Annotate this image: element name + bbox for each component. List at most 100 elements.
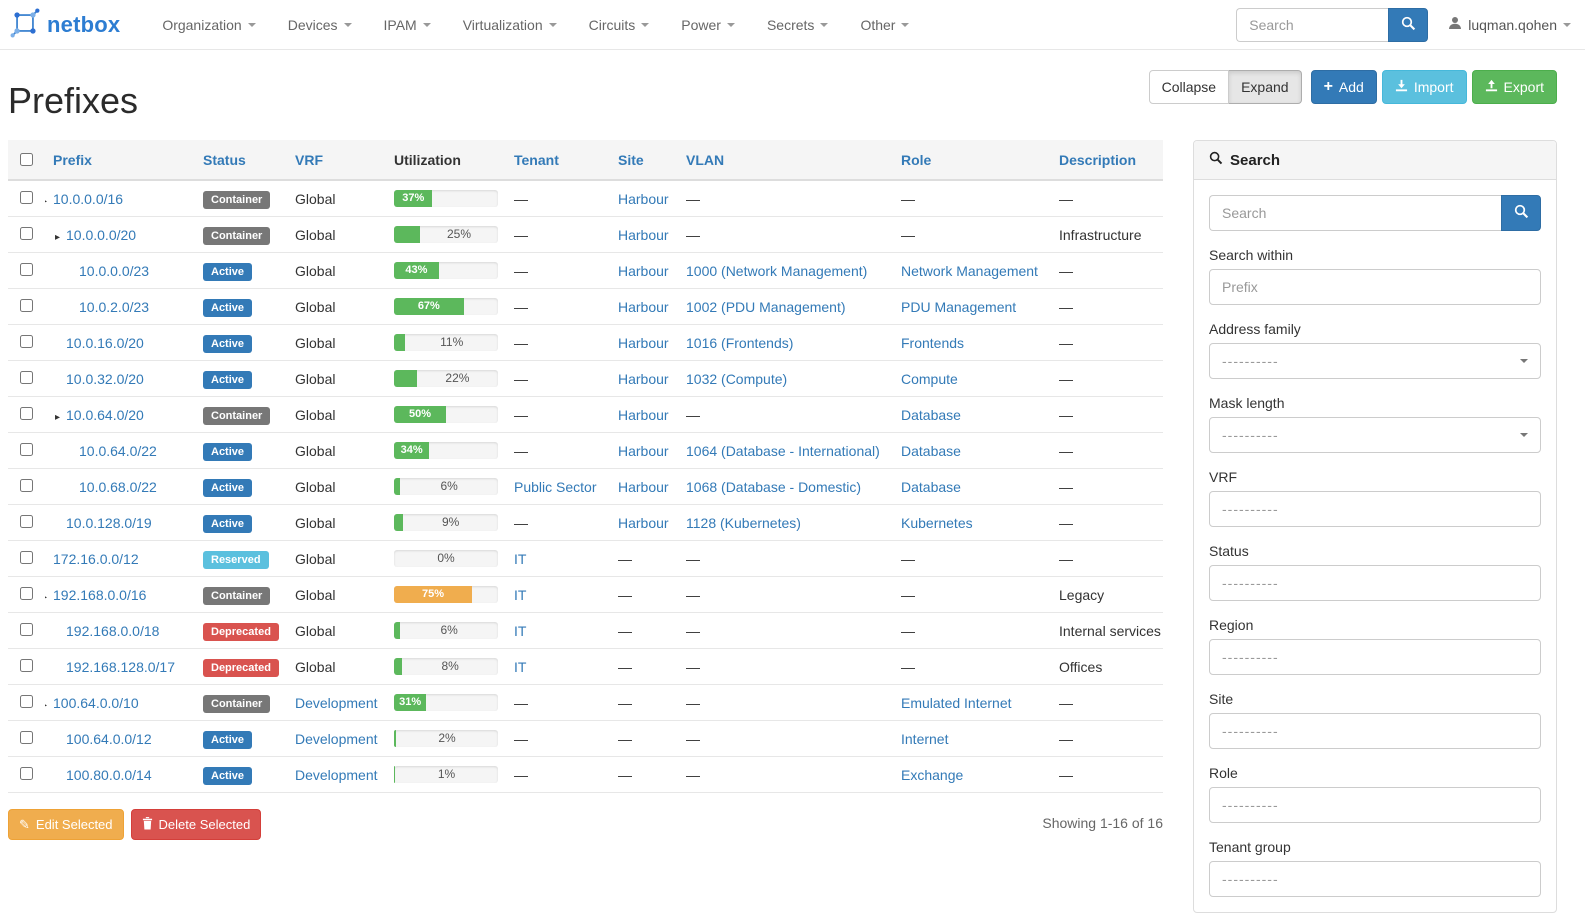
- add-button[interactable]: + Add: [1310, 70, 1377, 104]
- site-cell[interactable]: Harbour: [618, 298, 669, 315]
- site-cell[interactable]: Harbour: [618, 226, 669, 243]
- expand-button[interactable]: Expand: [1229, 70, 1302, 104]
- role-cell[interactable]: Database: [901, 442, 961, 459]
- site-cell[interactable]: Harbour: [618, 334, 669, 351]
- role-cell[interactable]: Exchange: [901, 766, 964, 783]
- filter-select-address-family[interactable]: ----------: [1209, 343, 1541, 379]
- tenant-cell[interactable]: IT: [514, 658, 527, 675]
- column-header-prefix[interactable]: Prefix: [45, 140, 195, 181]
- vlan-cell[interactable]: 1064 (Database - International): [686, 442, 880, 459]
- row-checkbox[interactable]: [20, 731, 33, 744]
- row-checkbox[interactable]: [20, 515, 33, 528]
- row-checkbox[interactable]: [20, 371, 33, 384]
- prefix-link[interactable]: 172.16.0.0/12: [53, 550, 139, 567]
- vlan-cell[interactable]: 1032 (Compute): [686, 370, 788, 387]
- netbox-logo[interactable]: netbox: [10, 8, 120, 41]
- expand-caret-icon[interactable]: ▸: [55, 411, 61, 423]
- site-cell[interactable]: Harbour: [618, 478, 669, 495]
- row-checkbox[interactable]: [20, 407, 33, 420]
- role-cell[interactable]: PDU Management: [901, 298, 1017, 315]
- row-checkbox[interactable]: [20, 587, 33, 600]
- prefix-link[interactable]: 192.168.128.0/17: [66, 658, 175, 675]
- nav-menu-devices[interactable]: Devices: [272, 0, 368, 50]
- tenant-cell[interactable]: IT: [514, 550, 527, 567]
- global-search-input[interactable]: [1236, 7, 1389, 42]
- filter-field-status[interactable]: ----------: [1209, 565, 1541, 601]
- select-all-checkbox[interactable]: [20, 153, 33, 166]
- user-menu[interactable]: luqman.qohen: [1448, 16, 1571, 33]
- import-button[interactable]: Import: [1381, 70, 1467, 104]
- role-cell[interactable]: Network Management: [901, 262, 1038, 279]
- filter-search-input[interactable]: [1209, 195, 1501, 231]
- prefix-link[interactable]: 10.0.32.0/20: [66, 370, 144, 387]
- role-cell[interactable]: Compute: [901, 370, 958, 387]
- row-checkbox[interactable]: [20, 659, 33, 672]
- expand-caret-icon[interactable]: ▸: [45, 192, 47, 212]
- prefix-link[interactable]: 10.0.128.0/19: [66, 514, 152, 531]
- row-checkbox[interactable]: [20, 695, 33, 708]
- column-header-site[interactable]: Site: [610, 140, 678, 181]
- filter-field-region[interactable]: ----------: [1209, 639, 1541, 675]
- filter-select-mask-length[interactable]: ----------: [1209, 417, 1541, 453]
- prefix-link[interactable]: 10.0.68.0/22: [79, 478, 157, 495]
- site-cell[interactable]: Harbour: [618, 514, 669, 531]
- site-cell[interactable]: Harbour: [618, 262, 669, 279]
- filter-field-tenant-group[interactable]: ----------: [1209, 861, 1541, 897]
- collapse-button[interactable]: Collapse: [1148, 70, 1230, 104]
- nav-menu-circuits[interactable]: Circuits: [573, 0, 666, 50]
- role-cell[interactable]: Kubernetes: [901, 514, 973, 531]
- row-checkbox[interactable]: [20, 227, 33, 240]
- column-header-vlan[interactable]: VLAN: [678, 140, 893, 181]
- prefix-link[interactable]: 100.64.0.0/12: [66, 730, 152, 747]
- role-cell[interactable]: Emulated Internet: [901, 694, 1012, 711]
- prefix-link[interactable]: 100.80.0.0/14: [66, 766, 152, 783]
- global-search-button[interactable]: [1388, 7, 1429, 42]
- row-checkbox[interactable]: [20, 191, 33, 204]
- tenant-cell[interactable]: IT: [514, 622, 527, 639]
- row-checkbox[interactable]: [20, 551, 33, 564]
- prefix-link[interactable]: 100.64.0.0/10: [53, 694, 139, 711]
- row-checkbox[interactable]: [20, 299, 33, 312]
- column-header-vrf[interactable]: VRF: [287, 140, 386, 181]
- site-cell[interactable]: Harbour: [618, 370, 669, 387]
- vlan-cell[interactable]: 1128 (Kubernetes): [686, 514, 801, 531]
- role-cell[interactable]: Internet: [901, 730, 949, 747]
- prefix-link[interactable]: 10.0.2.0/23: [79, 298, 150, 315]
- filter-field-vrf[interactable]: ----------: [1209, 491, 1541, 527]
- nav-menu-ipam[interactable]: IPAM: [368, 0, 447, 50]
- column-header-role[interactable]: Role: [893, 140, 1051, 181]
- nav-menu-virtualization[interactable]: Virtualization: [447, 0, 573, 50]
- prefix-link[interactable]: 10.0.0.0/20: [66, 226, 137, 243]
- site-cell[interactable]: Harbour: [618, 406, 669, 423]
- expand-caret-icon[interactable]: ▸: [45, 588, 47, 608]
- expand-caret-icon[interactable]: ▸: [55, 231, 61, 243]
- edit-selected-button[interactable]: ✎ Edit Selected: [8, 809, 124, 840]
- vrf-cell[interactable]: Development: [295, 766, 378, 783]
- prefix-link[interactable]: 10.0.64.0/20: [66, 406, 144, 423]
- site-cell[interactable]: Harbour: [618, 190, 669, 207]
- export-button[interactable]: Export: [1471, 70, 1557, 104]
- vrf-cell[interactable]: Development: [295, 730, 378, 747]
- nav-menu-other[interactable]: Other: [844, 0, 925, 50]
- role-cell[interactable]: Frontends: [901, 334, 965, 351]
- row-checkbox[interactable]: [20, 479, 33, 492]
- prefix-link[interactable]: 10.0.0.0/23: [79, 262, 150, 279]
- prefix-link[interactable]: 10.0.64.0/22: [79, 442, 157, 459]
- filter-search-button[interactable]: [1501, 195, 1541, 231]
- nav-menu-secrets[interactable]: Secrets: [751, 0, 844, 50]
- prefix-link[interactable]: 192.168.0.0/18: [66, 622, 160, 639]
- vrf-cell[interactable]: Development: [295, 694, 378, 711]
- expand-caret-icon[interactable]: ▸: [45, 696, 47, 716]
- column-header-status[interactable]: Status: [195, 140, 287, 181]
- site-cell[interactable]: Harbour: [618, 442, 669, 459]
- nav-menu-power[interactable]: Power: [665, 0, 751, 50]
- filter-field-role[interactable]: ----------: [1209, 787, 1541, 823]
- role-cell[interactable]: Database: [901, 478, 961, 495]
- tenant-cell[interactable]: Public Sector: [514, 478, 597, 495]
- column-header-tenant[interactable]: Tenant: [506, 140, 610, 181]
- vlan-cell[interactable]: 1002 (PDU Management): [686, 298, 846, 315]
- tenant-cell[interactable]: IT: [514, 586, 527, 603]
- prefix-link[interactable]: 10.0.16.0/20: [66, 334, 144, 351]
- vlan-cell[interactable]: 1000 (Network Management): [686, 262, 868, 279]
- column-header-description[interactable]: Description: [1051, 140, 1163, 181]
